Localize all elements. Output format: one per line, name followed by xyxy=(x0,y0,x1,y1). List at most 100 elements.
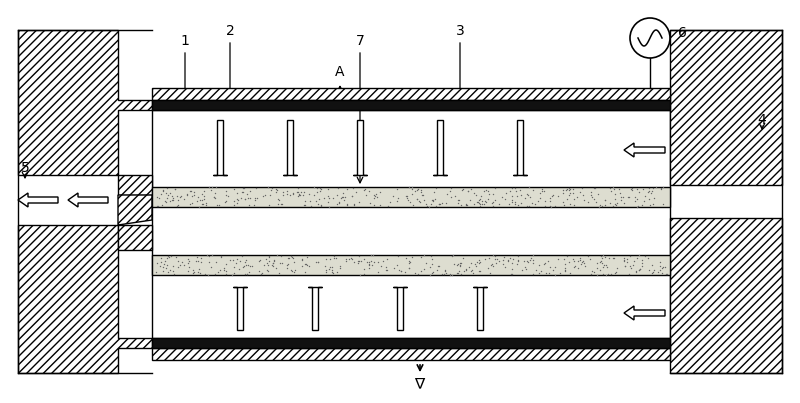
Point xyxy=(409,187,422,194)
Point xyxy=(296,257,309,264)
Point xyxy=(284,267,297,273)
Point xyxy=(280,191,293,197)
Point xyxy=(152,195,165,201)
Point xyxy=(468,201,481,207)
Point xyxy=(171,257,184,264)
Point xyxy=(314,187,326,194)
Point xyxy=(248,202,261,208)
Point xyxy=(489,252,502,259)
Point xyxy=(544,195,557,201)
Point xyxy=(654,186,667,193)
Point xyxy=(512,253,525,259)
Point xyxy=(524,255,537,261)
Point xyxy=(503,255,516,261)
Point xyxy=(345,254,358,261)
Point xyxy=(498,196,511,202)
Point xyxy=(533,262,546,268)
Point xyxy=(618,258,630,265)
Point xyxy=(337,194,350,201)
Point xyxy=(166,268,179,274)
Point xyxy=(618,254,630,261)
Point xyxy=(482,196,494,202)
Point xyxy=(323,195,336,201)
Point xyxy=(602,271,614,278)
Point xyxy=(196,201,209,208)
Point xyxy=(235,189,248,195)
Point xyxy=(228,186,241,192)
Point xyxy=(528,201,541,207)
Point xyxy=(596,271,609,278)
Point xyxy=(459,202,472,208)
Point xyxy=(426,198,439,205)
Point xyxy=(461,202,474,208)
Point xyxy=(487,199,500,206)
Point xyxy=(380,267,393,274)
Point xyxy=(390,262,403,268)
Point xyxy=(298,189,310,195)
Point xyxy=(226,256,239,263)
Point xyxy=(623,194,636,200)
Point xyxy=(560,187,573,193)
Point xyxy=(558,265,571,272)
Point xyxy=(199,202,212,208)
Point xyxy=(472,257,485,264)
Point xyxy=(234,258,246,264)
Point xyxy=(605,187,618,194)
Point xyxy=(322,186,334,192)
Point xyxy=(522,184,535,190)
Point xyxy=(295,263,308,269)
Point xyxy=(406,184,418,191)
Point xyxy=(446,272,458,278)
Point xyxy=(326,266,338,273)
Point xyxy=(333,199,346,206)
Point xyxy=(568,258,581,264)
Point xyxy=(452,197,465,203)
Point xyxy=(394,268,407,274)
Point xyxy=(618,257,630,264)
Point xyxy=(486,200,498,206)
Point xyxy=(159,265,172,272)
Point xyxy=(618,199,630,206)
Point xyxy=(286,254,298,260)
Point xyxy=(567,256,580,262)
Point xyxy=(546,191,559,198)
Point xyxy=(642,189,654,195)
Point xyxy=(482,188,494,194)
Point xyxy=(347,202,360,208)
Point xyxy=(196,196,209,203)
Point xyxy=(174,193,187,200)
Point xyxy=(390,186,403,192)
Point xyxy=(646,270,658,276)
Point xyxy=(261,260,274,266)
Point xyxy=(587,196,600,202)
Point xyxy=(646,188,658,195)
Point xyxy=(421,203,434,209)
Point xyxy=(474,268,486,274)
Point xyxy=(558,267,571,274)
Point xyxy=(162,191,174,198)
Point xyxy=(309,197,322,204)
Point xyxy=(286,255,299,261)
Point xyxy=(470,259,483,265)
Point xyxy=(220,270,233,277)
Point xyxy=(455,187,468,194)
Point xyxy=(204,187,217,193)
Point xyxy=(562,185,575,191)
Point xyxy=(158,261,170,267)
Point xyxy=(557,187,570,193)
Point xyxy=(515,200,528,207)
Point xyxy=(266,263,279,269)
Point xyxy=(568,202,581,209)
Point xyxy=(270,265,283,271)
Point xyxy=(402,184,415,191)
Point xyxy=(434,201,446,208)
Point xyxy=(287,191,300,197)
Point xyxy=(262,262,274,268)
Point xyxy=(411,270,424,277)
Point xyxy=(171,197,184,203)
Point xyxy=(459,265,472,272)
Point xyxy=(281,265,294,272)
Point xyxy=(353,258,366,265)
Point xyxy=(158,258,171,264)
Point xyxy=(511,202,524,208)
